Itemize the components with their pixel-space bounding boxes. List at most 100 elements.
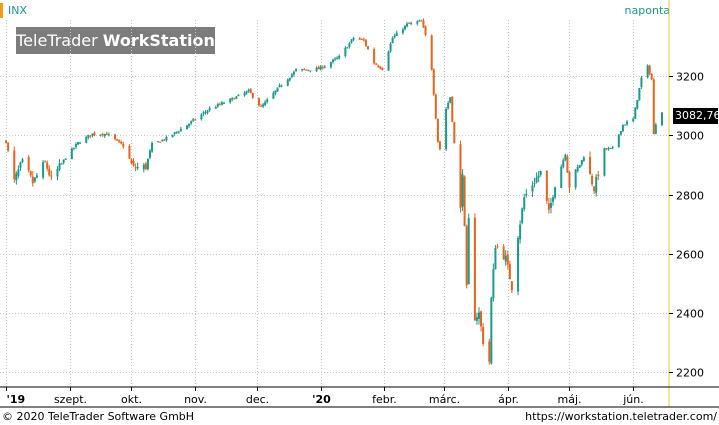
candle <box>229 98 232 104</box>
candle-body <box>445 108 448 150</box>
candle-body <box>274 90 277 94</box>
candle-body <box>204 111 207 113</box>
candle <box>294 68 297 73</box>
candle <box>531 181 534 197</box>
candle <box>640 75 643 89</box>
candle <box>276 87 279 92</box>
candle <box>105 131 108 136</box>
candle-body <box>122 143 125 147</box>
period-label[interactable]: naponta <box>624 4 670 17</box>
candle-body <box>364 40 367 46</box>
candle <box>58 159 61 172</box>
candle-body <box>48 168 51 176</box>
candle <box>438 140 441 151</box>
candle <box>264 99 267 107</box>
candle-body <box>319 66 322 70</box>
candle <box>591 173 594 187</box>
candle <box>560 164 563 189</box>
footer-url[interactable]: https://workstation.teletrader.com/ <box>525 410 717 423</box>
candle <box>445 107 448 151</box>
candle-body <box>175 131 178 133</box>
candle <box>280 84 283 88</box>
candle <box>562 158 565 169</box>
candle-body <box>623 124 626 126</box>
candle <box>60 162 63 165</box>
candle-body <box>545 170 548 201</box>
candle-body <box>194 119 197 121</box>
candle <box>122 141 125 149</box>
candle <box>406 21 409 28</box>
candle <box>603 147 606 177</box>
candle <box>346 46 349 49</box>
candle <box>451 96 454 123</box>
candle <box>204 109 207 115</box>
candle <box>648 64 651 76</box>
candle-body <box>290 74 293 78</box>
candle-body <box>305 69 308 71</box>
candle <box>262 102 265 108</box>
candle-body <box>192 119 195 121</box>
candle <box>107 132 110 137</box>
candle-body <box>535 177 538 183</box>
candle <box>336 56 339 60</box>
candle <box>364 39 367 48</box>
y-tick-label: 3000 <box>676 130 704 143</box>
candle-body <box>272 92 275 99</box>
candle <box>272 91 275 100</box>
x-tick-label: '20 <box>312 393 331 406</box>
candle <box>278 83 281 88</box>
candle <box>634 106 637 119</box>
candle <box>157 141 160 143</box>
candle <box>334 57 337 62</box>
candle <box>77 142 80 146</box>
candle <box>303 68 306 71</box>
candle <box>208 106 211 112</box>
candle <box>249 88 252 94</box>
candle-body <box>29 171 32 176</box>
candle <box>247 88 250 93</box>
candle-body <box>552 197 555 202</box>
candle-body <box>35 175 38 178</box>
candle-body <box>401 29 404 33</box>
watermark-brand: TeleTrader <box>16 31 98 50</box>
candle <box>260 103 263 107</box>
candle <box>31 171 34 187</box>
candle <box>173 131 176 136</box>
candle <box>617 133 620 149</box>
symbol-marker <box>0 3 3 18</box>
candle <box>79 141 82 144</box>
candle-body <box>494 248 497 270</box>
candle-body <box>389 43 392 52</box>
candle-body <box>506 254 509 265</box>
candle <box>362 37 365 42</box>
candle-body <box>416 21 419 24</box>
candle-body <box>171 134 174 138</box>
candle <box>410 21 413 26</box>
candle-body <box>200 114 203 120</box>
candle-body <box>661 112 663 126</box>
candle <box>206 109 209 115</box>
candle <box>89 135 92 139</box>
gridlines <box>0 20 669 387</box>
candle-body <box>332 59 334 62</box>
candle <box>235 96 238 100</box>
candle-body <box>344 47 347 56</box>
candle-body <box>605 148 608 150</box>
candle <box>257 97 260 107</box>
candle-body <box>488 341 491 362</box>
candle-body <box>46 162 49 169</box>
candle <box>595 173 598 197</box>
candle-body <box>17 169 20 176</box>
candle <box>243 90 246 97</box>
candle-body <box>348 43 351 47</box>
candle-body <box>338 55 341 59</box>
candle <box>132 158 135 167</box>
candle-body <box>91 133 94 136</box>
candle-body <box>165 136 168 141</box>
candle-body <box>652 79 655 135</box>
candle <box>646 64 649 79</box>
candle <box>465 224 468 289</box>
candle-body <box>461 174 464 207</box>
candle-body <box>13 150 16 180</box>
